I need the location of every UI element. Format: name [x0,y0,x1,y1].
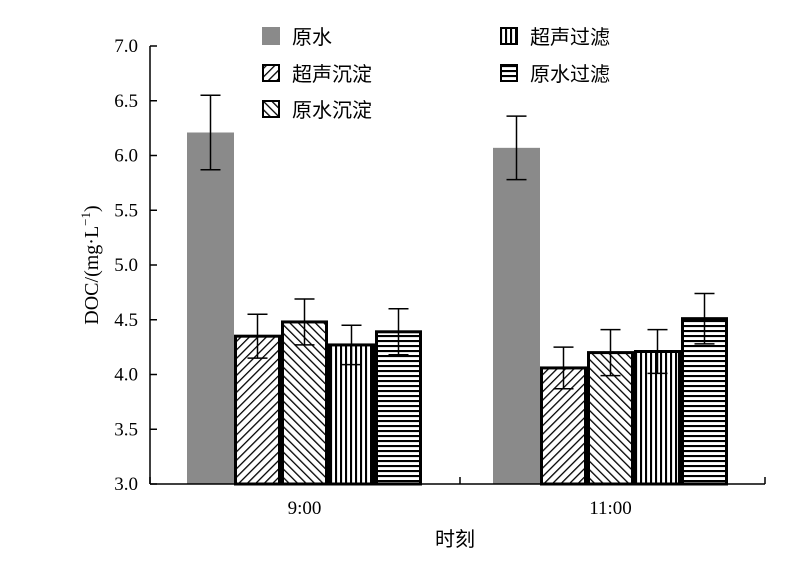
legend-item: 超声过滤 [500,25,610,49]
errorbars-layer [200,94,715,390]
x-ticks: 9:00 11:00 [149,477,766,519]
bar-3-1 [281,320,328,486]
y-axis-title: DOC/(mg·L−1) [78,205,103,324]
y-tick-label: 7.0 [114,36,138,57]
legend-swatch [500,27,518,45]
legend-label: 原水 [292,25,332,49]
bar-5-2 [681,317,728,486]
y-tick-label: 6.0 [114,146,138,167]
error-bar [506,115,527,181]
legend-swatch [262,64,280,82]
legend-label: 超声沉淀 [292,62,372,86]
legend-item: 原水过滤 [500,62,610,86]
y-tick-label: 4.0 [114,365,138,386]
y-tick-label: 5.5 [114,200,138,221]
legend-swatch [262,100,280,118]
legend-swatch [500,64,518,82]
y-axis-title-main: DOC/(mg·L [81,226,103,325]
error-bar [600,328,621,377]
error-bar [647,328,668,375]
error-bar [200,94,221,171]
legend-item: 原水 [262,25,332,49]
legend-label: 超声过滤 [530,25,610,49]
error-bar [694,292,715,345]
legend-label: 原水过滤 [530,62,610,86]
legend-item: 超声沉淀 [262,62,372,86]
error-bar [247,313,268,359]
error-bar [341,324,362,366]
legend-item: 原水沉淀 [262,98,372,122]
bar-3-2 [587,351,634,486]
x-tick-label: 11:00 [589,498,632,519]
bar-1-2 [493,147,540,484]
y-tick-label: 3.5 [114,419,138,440]
y-ticks: 3.0 3.5 4.0 4.5 5.0 5.5 6.0 6.5 7.0 [114,36,157,495]
y-axis-title-sup: −1 [78,212,93,226]
y-tick-label: 4.5 [114,310,138,331]
y-tick-label: 5.0 [114,255,138,276]
y-axis-title-close: ) [81,205,103,212]
bars-layer [187,132,728,486]
error-bar [294,298,315,346]
x-axis-title: 时刻 [435,527,475,551]
y-tick-label: 3.0 [114,474,138,495]
legend-label: 原水沉淀 [292,98,372,122]
error-bar [388,308,409,356]
bar-4-1 [328,343,375,486]
error-bar [553,346,574,390]
y-tick-label: 6.5 [114,91,138,112]
legend-swatch [262,27,280,45]
bar-1-1 [187,132,234,484]
x-tick-label: 9:00 [288,498,322,519]
